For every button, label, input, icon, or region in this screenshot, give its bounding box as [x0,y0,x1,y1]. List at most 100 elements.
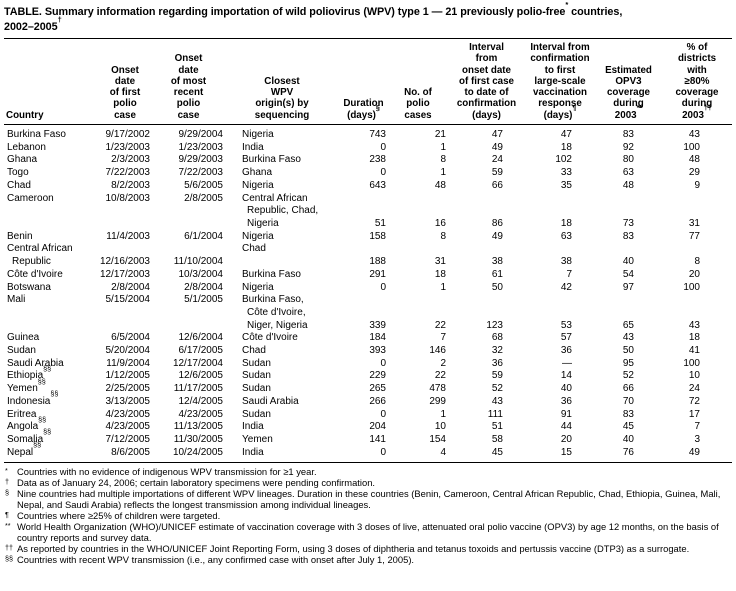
cell-duration: 51 [374,218,386,229]
cell-date_first: 8/6/2005 [111,446,150,458]
cell-opv3: 50 [622,345,634,357]
table-row: Togo 7/22/2003 7/22/2003 Ghana 0 1 59 33 63 29 [4,167,732,180]
cell-date_first: 12/17/2003 [99,268,150,280]
cell-opv3: 52 [622,370,634,382]
col-header-date_recent: Onset date of most recent polio case [152,39,225,126]
footnotes: * Countries with no evidence of indigenou… [4,466,732,565]
cell-interval_response: 63 [560,230,572,242]
cell-interval_confirmation: 24 [491,154,503,166]
cell-cases: 8 [440,230,446,242]
col-header-duration: Duration (days)§ [339,39,388,126]
cell-opv3: 66 [622,383,634,395]
cell-country: Chad [7,179,31,191]
cell-interval_response: 40 [560,383,572,395]
cell-date_recent: 10/24/2005 [172,446,223,458]
cell-opv3: 70 [622,395,634,407]
table-row: Nepal§§ 8/6/2005 10/24/2005 India 0 4 45 15 76 49 [4,440,732,463]
cell-districts: 77 [688,230,700,242]
cell-opv3: 76 [622,446,634,458]
cell-districts: 100 [683,141,700,153]
cell-duration: 0 [380,281,386,293]
cell-interval_confirmation: 68 [491,332,503,344]
table-row: Eritrea 4/23/2005 4/23/2005 Sudan 0 1 111 91 83 1… [4,409,732,422]
cell-cases: 10 [434,421,446,433]
cell-country: Cameroon [7,192,54,204]
cell-opv3: 80 [622,154,634,166]
cell-interval_confirmation: 52 [491,383,503,395]
col-header-cases: No. of polio cases [388,39,448,126]
row-footnote-marker: §§ [33,440,42,450]
cell-cases: 48 [434,179,446,191]
cell-country: Lebanon [7,141,46,153]
footnote: * Countries with no evidence of indigenou… [4,466,732,478]
cell-districts: 7 [694,421,700,433]
cell-date_first: 8/2/2003 [111,179,150,191]
cell-country: Eritrea [7,408,37,420]
cell-date_first: 7/12/2005 [105,433,151,445]
cell-duration: 0 [380,357,386,369]
cell-date_first: 11/4/2003 [106,230,150,242]
col-header-districts: % of districts with ≥80% coverage during 2003†… [662,39,732,126]
cell-duration: 0 [380,141,386,153]
footnote-marker: ¶ [5,509,9,519]
cell-date_first: 2/3/2003 [111,154,150,166]
cell-districts: 18 [688,332,700,344]
cell-interval_response: 14 [560,370,572,382]
cell-date_recent: 12/4/2005 [178,395,224,407]
cell-origin: Chad [242,243,266,255]
cell-origin: Sudan [242,357,271,369]
cell-opv3: 83 [622,230,634,242]
cell-date_first: 11/9/2004 [106,357,150,369]
cell-date_recent: 10/3/2004 [178,268,224,280]
cell-country: Nepal§§ [7,440,42,458]
cell-cases: 154 [429,433,446,445]
table-row: Yemen§§ 2/25/2005 11/17/2005 Sudan 265 478 52 4… [4,378,732,396]
cell-origin: Burkina Faso, Côte d'Ivoire, Niger, Nigeri… [242,294,308,331]
cell-date_recent: 11/30/2005 [173,433,223,445]
cell-districts: 48 [688,154,700,166]
table-row: Ghana 2/3/2003 9/29/2003 Burkina Faso 238 8 24… [4,154,732,167]
table-row: Burkina Faso 9/17/2002 9/29/2004 Nigeria 743… [4,125,732,142]
table-row: Ethiopia§§ 1/12/2005 12/6/2005 Sudan 229 22 59… [4,365,732,383]
cell-interval_response: 38 [560,256,572,268]
table-row: Mali 5/15/2004 5/1/2005 Burkina Faso, Côte d… [4,294,732,332]
cell-date_first: 4/23/2005 [105,421,151,433]
title-footnote-marker: † [57,14,62,24]
footnote-text: Countries where ≥25% of children were ta… [17,509,221,521]
cell-districts: 49 [688,446,700,458]
cell-origin: Côte d'Ivoire [242,332,298,344]
cell-interval_confirmation: 86 [491,218,503,229]
table-row: Central African Republic 12/16/2003 11/10/2… [4,243,732,268]
cell-date_recent: 2/8/2005 [184,192,223,204]
cell-interval_confirmation: 50 [491,281,503,293]
cell-date_first: 1/23/2003 [105,141,151,153]
cell-opv3: 45 [622,421,634,433]
cell-country: Angola§§ [7,414,47,433]
header-footnote-marker: †† [703,103,712,113]
cell-origin: India [242,421,264,433]
title-divider [4,38,732,39]
col-header-date_first: Onset date of first polio case [98,39,152,126]
cell-opv3: 83 [622,408,634,420]
cell-country: Botswana [7,281,51,293]
footnote-marker: §§ [5,553,13,563]
cell-interval_response: 53 [560,319,572,331]
cell-duration: 266 [369,395,386,407]
cell-cases: 16 [434,218,446,229]
cell-interval_confirmation: 36 [491,357,503,369]
cell-opv3: 83 [622,129,634,141]
cell-districts: 10 [688,370,700,382]
cell-date_recent: 1/23/2003 [178,141,224,153]
cell-date_first: 5/20/2004 [105,345,151,357]
footnote-text: As reported by countries in the WHO/UNIC… [17,542,690,554]
footnote-text: Countries with recent WPV transmission (… [17,553,415,565]
cell-date_recent: 6/17/2005 [178,345,224,357]
cell-duration: 188 [369,256,386,268]
cell-interval_confirmation: 111 [487,408,503,420]
cell-duration: 643 [369,179,386,191]
col-header-interval_confirmation: Interval from onset date of first case to da… [448,39,525,126]
table-row: Botswana 2/8/2004 2/8/2004 Nigeria 0 1 50 42 97 1… [4,282,732,295]
cell-interval_response: 102 [555,154,572,166]
cell-duration: 158 [369,230,386,242]
cell-country: Saudi Arabia [7,357,64,369]
